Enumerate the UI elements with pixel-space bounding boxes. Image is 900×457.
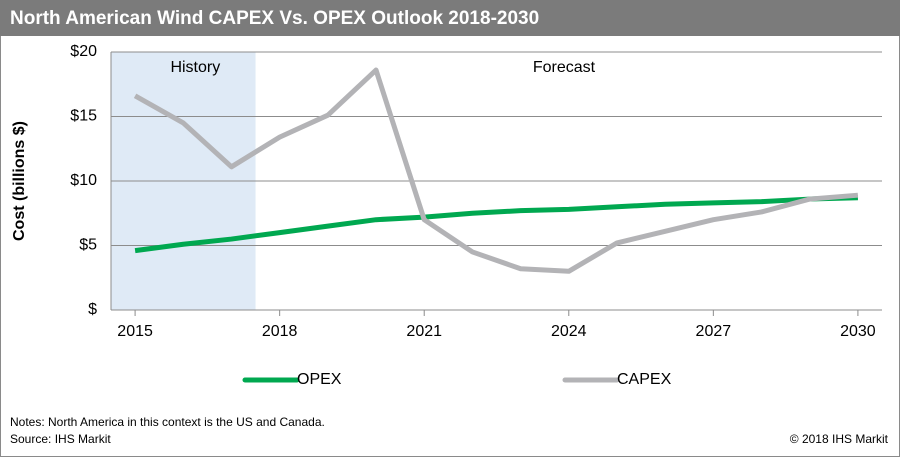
- series-line: [133, 67, 859, 274]
- y-tick-label: $10: [70, 172, 97, 189]
- y-tick-label: $5: [79, 237, 97, 254]
- annotation: History: [170, 59, 220, 76]
- notes: Notes: North America in this context is …: [10, 415, 325, 429]
- x-tick-label: 2015: [117, 323, 153, 340]
- annotation: Forecast: [533, 59, 596, 76]
- y-tick-label: $: [88, 301, 97, 318]
- title-bar: [0, 0, 900, 36]
- chart-title: North American Wind CAPEX Vs. OPEX Outlo…: [10, 8, 539, 29]
- series-line: [134, 195, 858, 254]
- y-tick-label: $15: [70, 108, 97, 125]
- x-tick-label: 2027: [696, 323, 732, 340]
- source: Source: IHS Markit: [10, 432, 111, 446]
- y-axis-label: Cost (billions $): [11, 121, 28, 241]
- y-tick-label: $20: [70, 43, 97, 60]
- legend-label: OPEX: [297, 371, 342, 388]
- x-tick-label: 2018: [262, 323, 298, 340]
- x-tick-label: 2021: [406, 323, 442, 340]
- legend-label: CAPEX: [617, 371, 672, 388]
- copyright: © 2018 IHS Markit: [790, 432, 889, 446]
- x-tick-label: 2030: [840, 323, 876, 340]
- x-tick-label: 2024: [551, 323, 587, 340]
